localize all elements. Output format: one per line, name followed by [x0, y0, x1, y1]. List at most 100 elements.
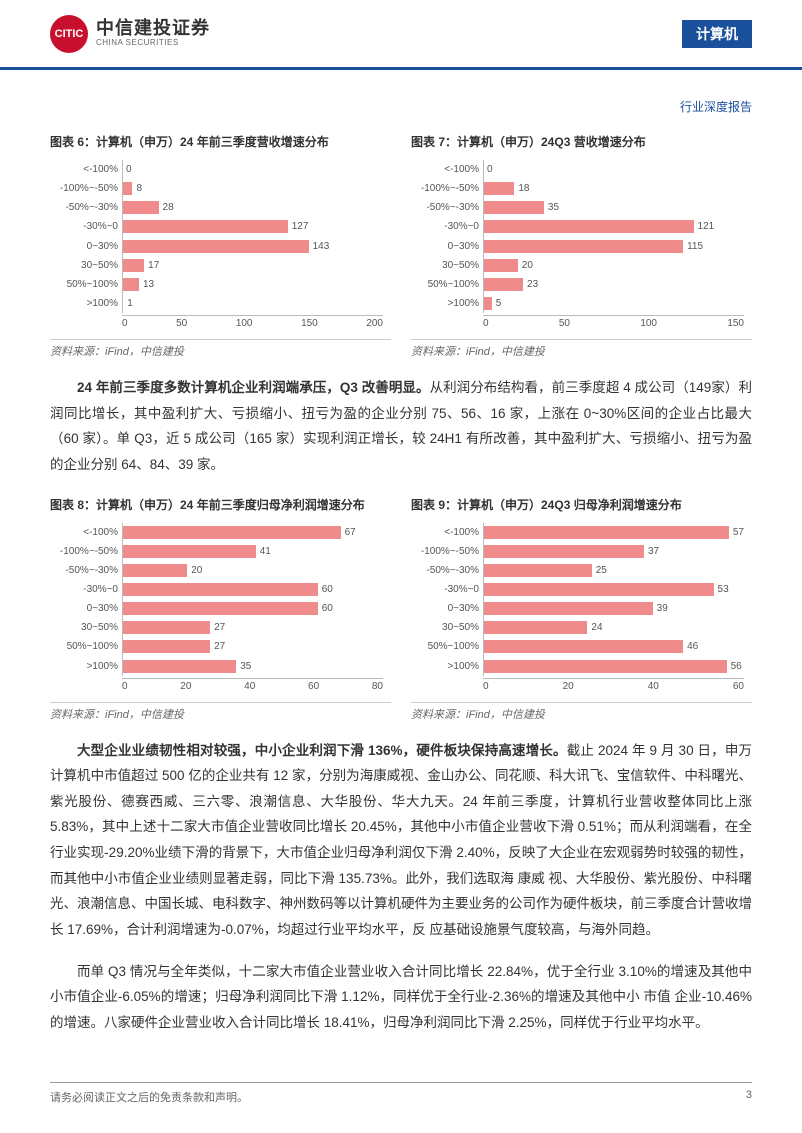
bar-value: 23: [527, 279, 538, 290]
bar-ylabel: <-100%: [50, 527, 118, 538]
bar-row: 0~30%143: [122, 237, 383, 255]
bar-row: >100%35: [122, 657, 383, 675]
bar-rect: [122, 583, 318, 596]
x-axis: 050100150: [483, 315, 744, 335]
chart-8-source: 资料来源：iFind，中信建投: [50, 702, 391, 722]
charts-row-2: 图表 8：计算机（申万）24 年前三季度归母净利润增速分布 <-100%67-1…: [50, 496, 752, 722]
paragraph-3: 而单 Q3 情况与全年类似，十二家大市值企业营业收入合计同比增长 22.84%，…: [50, 959, 752, 1036]
bar-value: 0: [487, 164, 493, 175]
x-tick: 150: [727, 318, 744, 335]
bar-value: 37: [648, 546, 659, 557]
x-tick: 0: [122, 681, 128, 698]
bar-rect: [483, 621, 587, 634]
bar-value: 41: [260, 546, 271, 557]
bar-row: 50%~100%23: [483, 275, 744, 293]
bar-rect: [483, 602, 653, 615]
bar-row: -30%~053: [483, 581, 744, 599]
bar-row: <-100%67: [122, 523, 383, 541]
bar-ylabel: 30~50%: [411, 622, 479, 633]
x-tick: 40: [244, 681, 255, 698]
bar-row: -50%~-30%20: [122, 561, 383, 579]
bar-rect: [483, 297, 492, 310]
bar-ylabel: <-100%: [50, 164, 118, 175]
bar-row: -30%~060: [122, 581, 383, 599]
bar-value: 127: [292, 221, 309, 232]
bar-rect: [122, 621, 210, 634]
bar-value: 143: [313, 241, 330, 252]
x-tick: 60: [308, 681, 319, 698]
bar-rect: [122, 545, 256, 558]
bar-ylabel: -100%~-50%: [50, 546, 118, 557]
x-tick: 100: [236, 318, 253, 335]
bar-rect: [483, 278, 523, 291]
chart-7-source: 资料来源：iFind，中信建投: [411, 339, 752, 359]
bar-row: >100%5: [483, 294, 744, 312]
bar-ylabel: -100%~-50%: [50, 183, 118, 194]
bar-ylabel: -100%~-50%: [411, 546, 479, 557]
x-axis: 020406080: [122, 678, 383, 698]
bar-row: >100%56: [483, 657, 744, 675]
bar-ylabel: 50%~100%: [411, 279, 479, 290]
x-tick: 20: [563, 681, 574, 698]
para2-rest: 截止 2024 年 9 月 30 日，申万计算机中市值超过 500 亿的企业共有…: [50, 743, 752, 937]
bar-row: -50%~-30%28: [122, 199, 383, 217]
bar-value: 67: [345, 527, 356, 538]
bar-row: 0~30%115: [483, 237, 744, 255]
bar-ylabel: 30~50%: [50, 622, 118, 633]
footer-disclaimer: 请务必阅读正文之后的免责条款和声明。: [50, 1089, 248, 1105]
bar-row: 0~30%60: [122, 600, 383, 618]
logo-en: CHINA SECURITIES: [96, 39, 210, 48]
bar-row: 30~50%27: [122, 619, 383, 637]
bar-row: >100%1: [122, 294, 383, 312]
bar-rect: [122, 220, 288, 233]
x-tick: 150: [301, 318, 318, 335]
footer: 请务必阅读正文之后的免责条款和声明。 3: [50, 1082, 752, 1105]
bar-ylabel: >100%: [411, 661, 479, 672]
bar-value: 17: [148, 260, 159, 271]
bar-row: <-100%57: [483, 523, 744, 541]
para2-bold: 大型企业业绩韧性相对较强，中小企业利润下滑 136%，硬件板块保持高速增长。: [77, 743, 567, 758]
charts-row-1: 图表 6：计算机（申万）24 年前三季度营收增速分布 <-100% 0 -100%~…: [50, 133, 752, 359]
bar-ylabel: 0~30%: [411, 241, 479, 252]
bar-ylabel: -50%~-30%: [50, 565, 118, 576]
page-number: 3: [746, 1089, 752, 1105]
bar-ylabel: 50%~100%: [50, 279, 118, 290]
bar-value: 39: [657, 603, 668, 614]
bar-ylabel: 0~30%: [50, 603, 118, 614]
logo-icon: CITIC: [50, 15, 88, 53]
x-axis: 0204060: [483, 678, 744, 698]
bar-value: 8: [136, 183, 142, 194]
bar-rect: [483, 240, 683, 253]
x-tick: 0: [122, 318, 128, 335]
bar-ylabel: 30~50%: [411, 260, 479, 271]
bar-row: -100%~-50%37: [483, 542, 744, 560]
header-bar: CITIC 中信建投证券 CHINA SECURITIES 计算机: [0, 0, 802, 70]
bar-ylabel: 0~30%: [50, 241, 118, 252]
bar-row: -100%~-50%18: [483, 180, 744, 198]
bar-row: -30%~0121: [483, 218, 744, 236]
x-axis: 050100150200: [122, 315, 383, 335]
chart-6-source: 资料来源：iFind，中信建投: [50, 339, 391, 359]
bar-value: 121: [698, 221, 715, 232]
bar-value: 28: [163, 202, 174, 213]
chart-6-title: 图表 6：计算机（申万）24 年前三季度营收增速分布: [50, 133, 391, 150]
bar-ylabel: >100%: [50, 298, 118, 309]
bar-row: 0~30%39: [483, 600, 744, 618]
bar-ylabel: -30%~0: [50, 584, 118, 595]
bar-value: 35: [240, 661, 251, 672]
bar-value: 1: [127, 298, 133, 309]
bar-value: 25: [596, 565, 607, 576]
bar-value: 20: [522, 260, 533, 271]
para1-bold: 24 年前三季度多数计算机企业利润端承压，Q3 改善明显。: [77, 380, 430, 395]
report-subtitle: 行业深度报告: [0, 98, 802, 115]
bar-row: 50%~100%13: [122, 275, 383, 293]
bar-value: 60: [322, 584, 333, 595]
bar-row: -50%~-30%35: [483, 199, 744, 217]
bar-value: 20: [191, 565, 202, 576]
bar-value: 13: [143, 279, 154, 290]
x-tick: 20: [180, 681, 191, 698]
bar-ylabel: >100%: [50, 661, 118, 672]
bar-ylabel: <-100%: [411, 527, 479, 538]
bar-row: 30~50%24: [483, 619, 744, 637]
bar-value: 56: [731, 661, 742, 672]
